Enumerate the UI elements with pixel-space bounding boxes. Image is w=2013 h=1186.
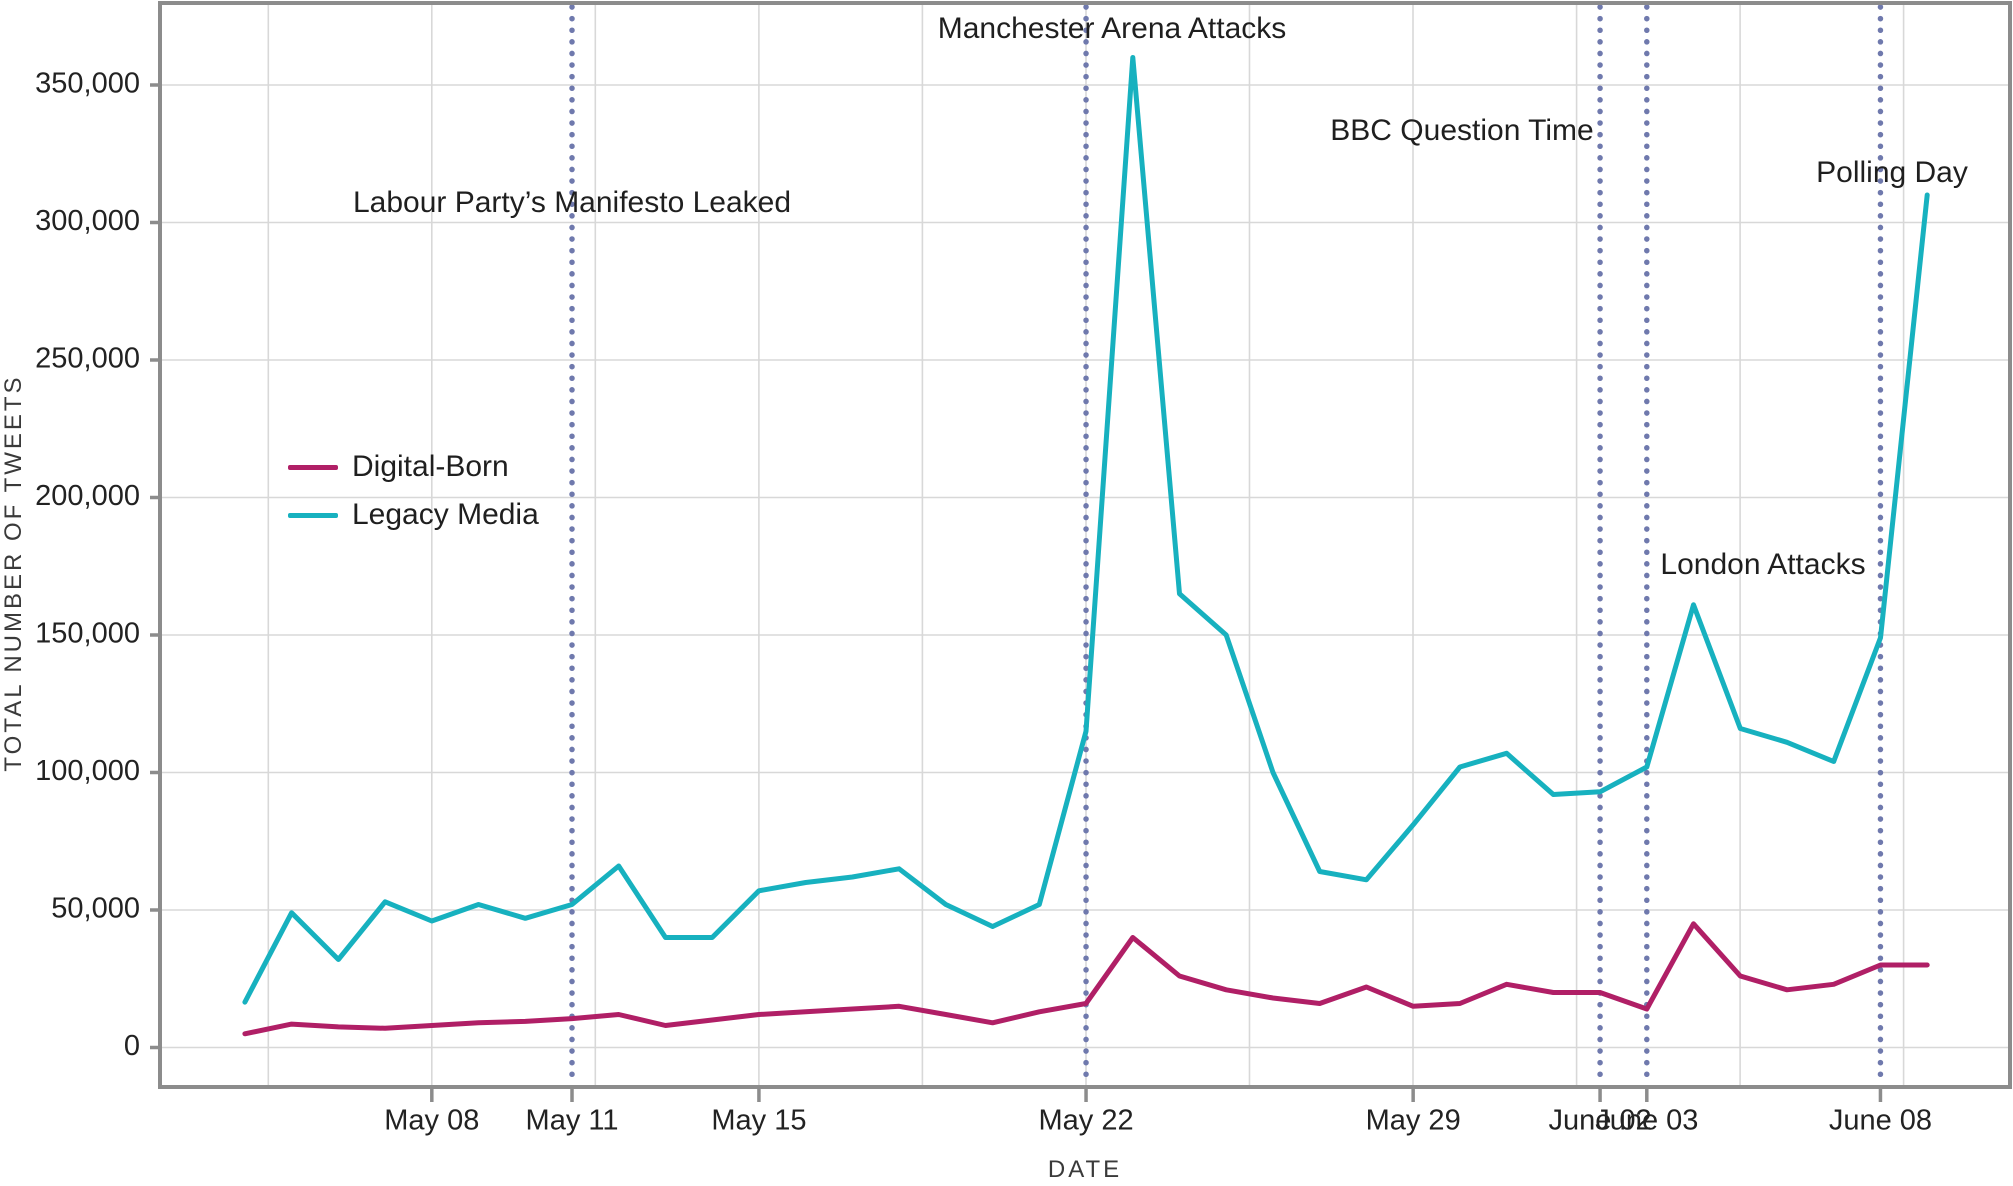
y-tick-label: 50,000 <box>51 893 140 925</box>
y-tick-label: 100,000 <box>35 755 140 787</box>
event-label-manifesto: Labour Party’s Manifesto Leaked <box>353 186 791 219</box>
x-tick-label: May 11 <box>526 1105 619 1137</box>
x-tick-label: June 08 <box>1829 1105 1932 1137</box>
digital-born-swatch <box>288 464 338 470</box>
plot-border <box>158 1 2012 1089</box>
y-tick-label: 200,000 <box>35 480 140 512</box>
digital-born-line <box>242 921 1930 1037</box>
y-tick-label: 0 <box>124 1030 140 1062</box>
x-tick-label: June 03 <box>1595 1105 1698 1137</box>
y-tick-label: 150,000 <box>35 618 140 650</box>
x-tick-label: May 22 <box>1038 1105 1133 1137</box>
x-tick-label: June 02 <box>1548 1105 1651 1137</box>
event-label-london: London Attacks <box>1660 548 1865 581</box>
x-tick-label: May 29 <box>1366 1105 1461 1137</box>
y-tick-label: 350,000 <box>35 68 140 100</box>
event-label-bbc-qt: BBC Question Time <box>1330 114 1593 147</box>
event-label-polling: Polling Day <box>1816 156 1968 189</box>
y-axis-title: TOTAL NUMBER OF TWEETS <box>0 374 27 772</box>
legend: Digital-Born Legacy Media <box>288 450 539 532</box>
y-tick-label: 300,000 <box>35 205 140 237</box>
legend-item-digital-born: Digital-Born <box>288 450 539 484</box>
event-label-manchester: Manchester Arena Attacks <box>938 12 1287 45</box>
legend-label: Legacy Media <box>352 498 539 531</box>
x-tick-label: May 15 <box>711 1105 806 1137</box>
legacy-media-swatch <box>288 512 338 518</box>
legend-item-legacy-media: Legacy Media <box>288 498 539 532</box>
y-tick-label: 250,000 <box>35 343 140 375</box>
legacy-media-line <box>242 55 1930 1005</box>
x-tick-label: May 08 <box>384 1105 479 1137</box>
legend-label: Digital-Born <box>352 450 509 483</box>
x-axis-title: DATE <box>1047 1156 1123 1183</box>
